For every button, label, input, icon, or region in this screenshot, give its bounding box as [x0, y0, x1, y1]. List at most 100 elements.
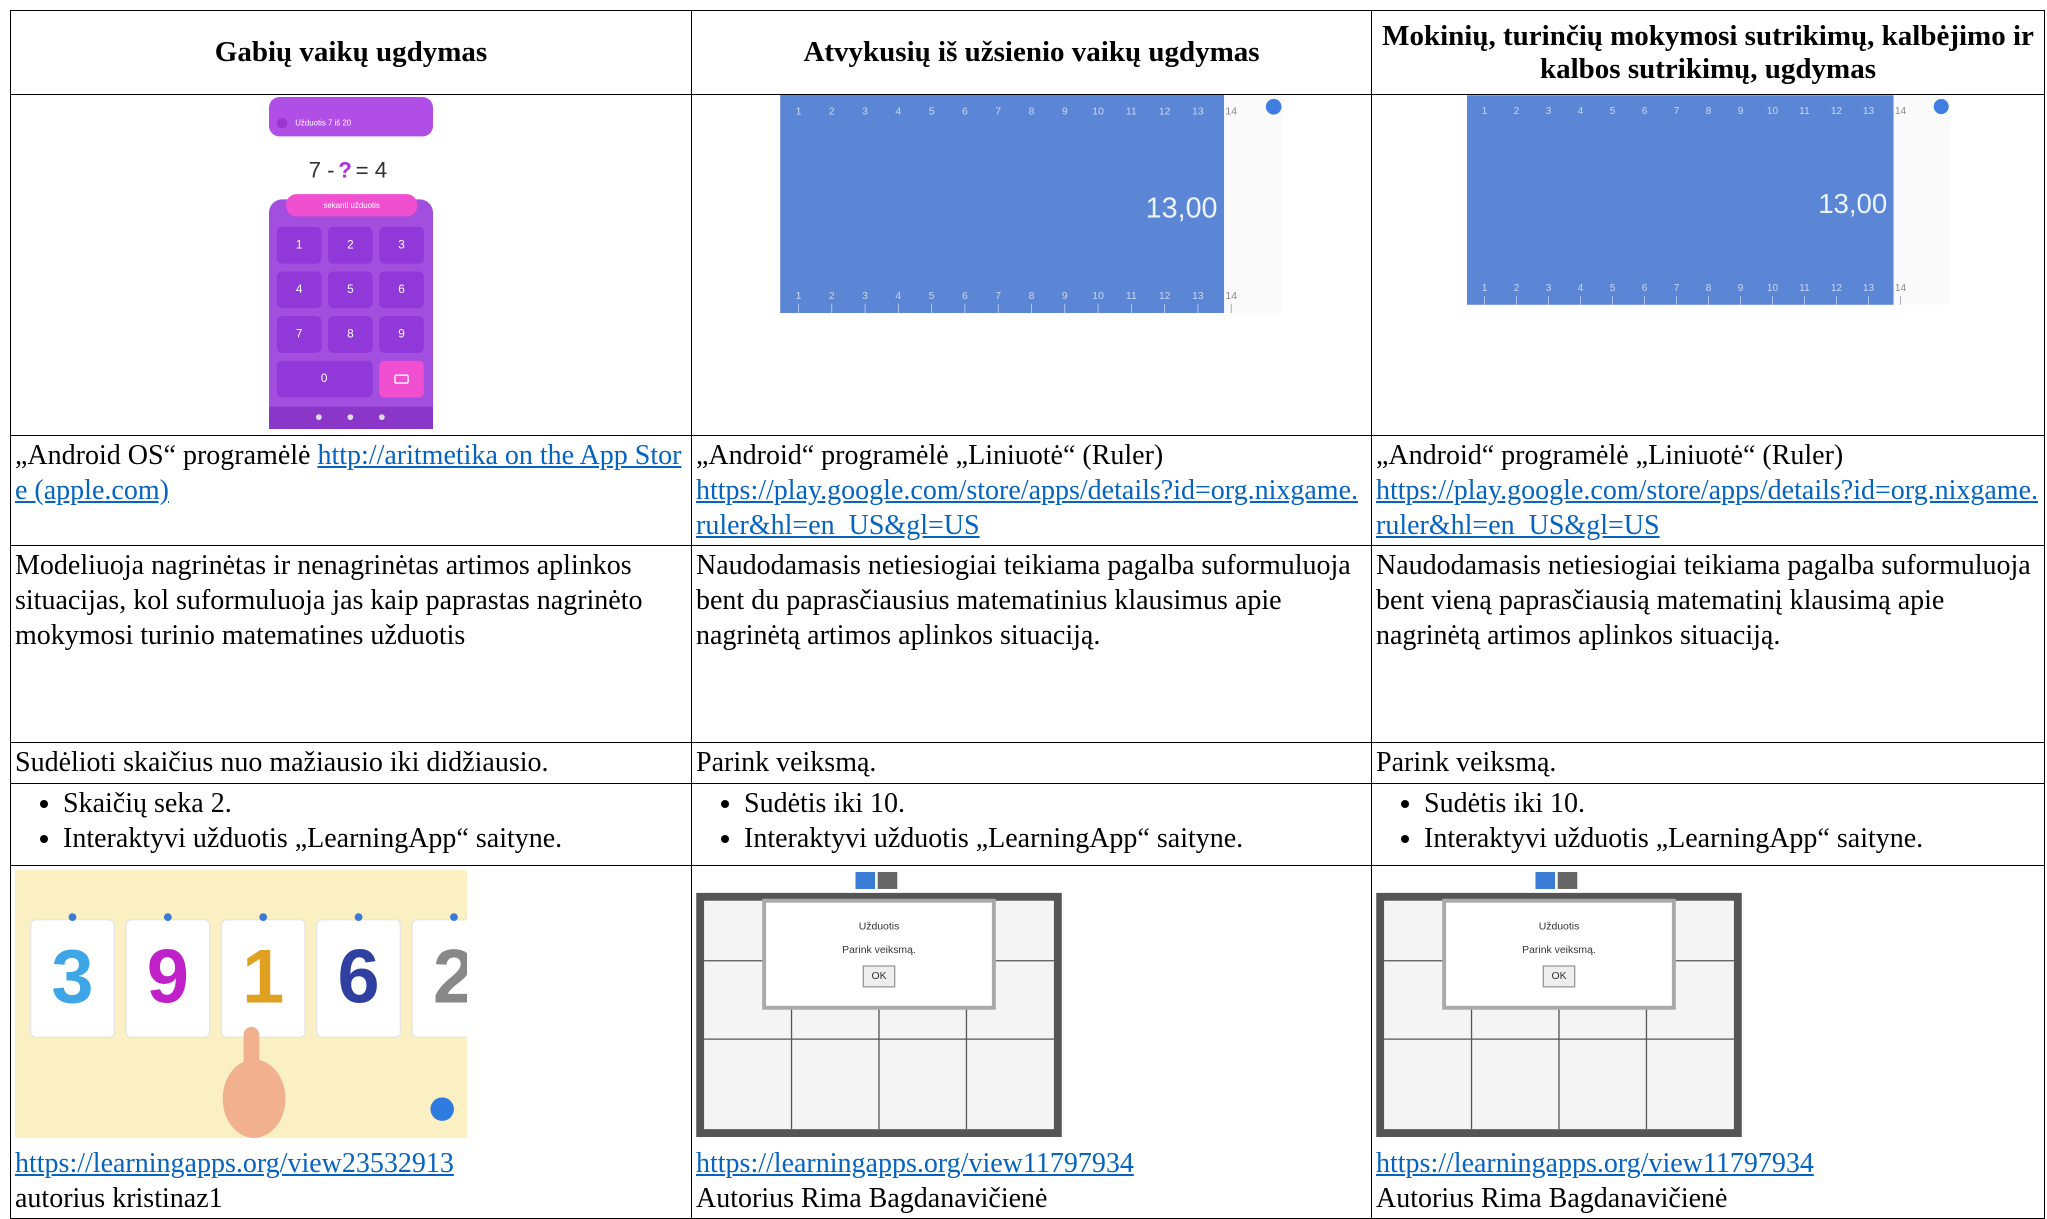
bullet: Sudėtis iki 10.: [744, 786, 1367, 821]
ruler-tick-label: 8: [1029, 291, 1035, 302]
ruler-tick-label: 6: [962, 291, 968, 302]
nav-button: [316, 414, 322, 420]
ruler-tick-label: 8: [1705, 283, 1711, 294]
example-row: 39162https://learningapps.org/view235329…: [11, 866, 2045, 1219]
corner-button: [430, 1097, 454, 1121]
example-cell: 39162https://learningapps.org/view235329…: [11, 866, 692, 1219]
bullet-list: Sudėtis iki 10.Interaktyvi užduotis „Lea…: [1376, 786, 2040, 856]
ruler-tick-label: 14: [1894, 106, 1906, 117]
ruler-tick-label: 7: [995, 291, 1001, 302]
ruler-reading: 13,00: [1146, 192, 1218, 224]
ruler-tick-label: 7: [1673, 106, 1679, 117]
app-text: „Android“ programėlė „Liniuotė“ (Ruler): [1376, 440, 1843, 471]
ruler-tick-label: 12: [1830, 283, 1842, 294]
key-label: 1: [296, 237, 303, 251]
author: Autorius Rima Bagdanavičienė: [1376, 1181, 2040, 1216]
ruler-tick-label: 3: [1545, 106, 1551, 117]
delete-key: [379, 361, 424, 398]
card-pin: [164, 913, 172, 921]
bullet-cell: Skaičių seka 2.Interaktyvi užduotis „Lea…: [11, 784, 692, 866]
app-link[interactable]: https://play.google.com/store/apps/detai…: [696, 473, 1367, 543]
ruler-tick-label: 4: [895, 291, 901, 302]
card-number: 6: [338, 934, 380, 1019]
ruler-tick-label: 8: [1029, 107, 1035, 118]
screenshot: Užduotis Parink veiksmą. OK: [1376, 872, 1742, 1137]
bullet: Sudėtis iki 10.: [1424, 786, 2040, 821]
key-label: 8: [347, 327, 354, 341]
equation-unknown: ?: [338, 158, 352, 183]
tab: [856, 872, 876, 889]
ruler-tick-label: 12: [1159, 291, 1171, 302]
screenshot: 1122334455667788991010111112121313141413…: [1467, 95, 1950, 305]
ruler-tick-label: 13: [1192, 291, 1204, 302]
app-text: „Android“ programėlė „Liniuotė“ (Ruler): [696, 440, 1163, 471]
example-image: 39162: [15, 868, 687, 1146]
card-pin: [450, 913, 458, 921]
task: Parink veiksmą.: [1372, 743, 2045, 784]
bullet-row: Skaičių seka 2.Interaktyvi užduotis „Lea…: [11, 784, 2045, 866]
ruler-tick-label: 3: [862, 107, 868, 118]
ruler-tick-label: 11: [1799, 283, 1810, 294]
ruler-tick-label: 3: [862, 291, 868, 302]
ruler-tick-label: 2: [829, 291, 835, 302]
nav-button: [347, 414, 353, 420]
ruler-tick-label: 9: [1737, 283, 1743, 294]
example-link[interactable]: https://learningapps.org/view11797934: [1376, 1148, 1814, 1179]
app-row: „Android OS“ programėlė http://aritmetik…: [11, 436, 2045, 546]
ruler-tick-label: 1: [796, 291, 802, 302]
equation-right: = 4: [356, 158, 388, 183]
dialog-button-label: OK: [871, 971, 886, 982]
bullet-list: Skaičių seka 2.Interaktyvi užduotis „Lea…: [15, 786, 687, 856]
example-cell: Užduotis Parink veiksmą. OK https://learnin…: [1372, 866, 2045, 1219]
example-link[interactable]: https://learningapps.org/view23532913: [15, 1148, 454, 1179]
ruler-tick-label: 10: [1092, 107, 1104, 118]
dialog-button-label: OK: [1551, 971, 1566, 982]
example-image: Užduotis Parink veiksmą. OK: [1376, 868, 2040, 1146]
example-link[interactable]: https://learningapps.org/view11797934: [696, 1148, 1134, 1179]
description: Modeliuoja nagrinėtas ir nenagrinėtas ar…: [11, 546, 692, 743]
bullet-cell: Sudėtis iki 10.Interaktyvi užduotis „Lea…: [692, 784, 1372, 866]
dialog-title: Užduotis: [1539, 922, 1580, 933]
ruler-tick-label: 10: [1766, 283, 1778, 294]
key-label: 7: [296, 327, 303, 341]
card-pin: [259, 913, 267, 921]
ruler-tick-label: 8: [1705, 106, 1711, 117]
ruler-handle: [1933, 99, 1948, 114]
ruler-tick-label: 7: [995, 107, 1001, 118]
key-label: 4: [296, 282, 303, 296]
bullet: Interaktyvi užduotis „LearningApp“ saity…: [63, 821, 687, 856]
header-cell: Mokinių, turinčių mokymosi sutrikimų, ka…: [1372, 11, 2045, 95]
ruler-tick-label: 9: [1062, 107, 1068, 118]
nav-button: [379, 414, 385, 420]
ruler-tick-label: 5: [1609, 106, 1615, 117]
ruler-tick-label: 13: [1862, 106, 1874, 117]
app-cell: „Android“ programėlė „Liniuotė“ (Ruler)h…: [1372, 436, 2045, 546]
finger: [244, 1027, 260, 1079]
ruler-tick-label: 1: [1481, 283, 1487, 294]
tab: [878, 872, 898, 889]
screenshot: UžduotisParink veiksmą.OK: [696, 872, 1062, 1137]
header-cell: Atvykusių iš užsienio vaikų ugdymas: [692, 11, 1372, 95]
ruler-tick-label: 6: [1641, 283, 1647, 294]
next-button-label: sekanti užduotis: [323, 201, 379, 210]
ruler-tick-label: 1: [1481, 106, 1487, 117]
bullet: Interaktyvi užduotis „LearningApp“ saity…: [744, 821, 1367, 856]
ruler-tick-label: 9: [1062, 291, 1068, 302]
author: autorius kristinaz1: [15, 1181, 687, 1216]
app-text: „Android OS“ programėlė: [15, 440, 310, 471]
ruler-handle: [1266, 99, 1282, 115]
equation-left: 7 -: [309, 158, 335, 183]
app-link[interactable]: https://play.google.com/store/apps/detai…: [1376, 473, 2040, 543]
ruler-tick-label: 4: [1577, 106, 1583, 117]
dialog-text: Parink veiksmą.: [1522, 945, 1596, 956]
task: Sudėlioti skaičius nuo mažiausio iki did…: [11, 743, 692, 784]
ruler-tick-label: 4: [895, 107, 901, 118]
ruler-tick-label: 12: [1159, 107, 1171, 118]
ruler-tick-label: 14: [1225, 291, 1237, 302]
key-label: 2: [347, 237, 354, 251]
ruler-tick-label: 7: [1673, 283, 1679, 294]
ruler-tick-label: 2: [1513, 283, 1519, 294]
bullet: Skaičių seka 2.: [63, 786, 687, 821]
